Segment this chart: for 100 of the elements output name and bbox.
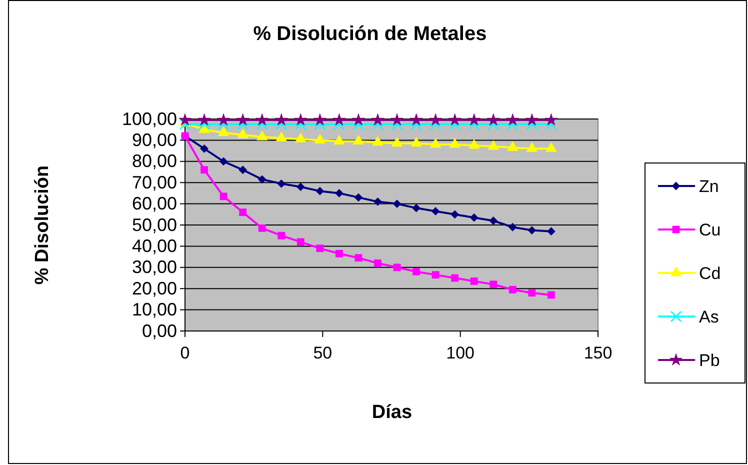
legend-label: Zn — [699, 177, 719, 196]
y-tick-label: 60,00 — [132, 194, 177, 214]
point — [296, 182, 305, 192]
point — [334, 134, 345, 145]
legend-label: Pb — [699, 351, 720, 370]
point — [431, 207, 440, 216]
x-axis-title: Días — [372, 402, 412, 423]
point — [200, 166, 208, 174]
point — [316, 186, 324, 196]
point — [313, 113, 327, 126]
point — [546, 227, 556, 236]
y-tick-label: 90,00 — [132, 130, 177, 150]
point — [526, 142, 538, 152]
point — [274, 113, 288, 126]
x-tick-label: 0 — [180, 344, 190, 363]
legend-label: Cu — [699, 220, 721, 240]
point — [488, 140, 500, 150]
point — [428, 113, 442, 126]
point — [412, 204, 420, 212]
point — [334, 189, 344, 198]
point — [218, 126, 230, 136]
point — [432, 271, 440, 279]
point — [216, 113, 230, 126]
point — [294, 113, 308, 126]
point — [489, 216, 498, 225]
point — [410, 136, 422, 147]
point — [546, 142, 557, 152]
point — [255, 113, 269, 126]
y-tick-label: 40,00 — [132, 236, 177, 256]
point — [392, 200, 402, 208]
point — [239, 208, 247, 216]
y-tick-label: 0,00 — [142, 320, 177, 341]
point — [451, 274, 459, 282]
point — [547, 291, 555, 299]
point — [412, 268, 420, 276]
point — [371, 113, 384, 126]
point — [506, 113, 520, 126]
chart-title: % Disolución de Metales — [253, 23, 487, 45]
point — [490, 280, 498, 288]
point — [508, 222, 517, 232]
y-tick-label: 20,00 — [132, 278, 177, 298]
point — [468, 138, 480, 149]
point — [449, 138, 460, 148]
point — [258, 224, 266, 232]
point — [544, 113, 558, 126]
point — [238, 166, 248, 174]
point — [256, 130, 268, 140]
point — [467, 113, 481, 126]
point — [374, 259, 382, 267]
point — [198, 123, 210, 133]
legend-label: Cd — [699, 264, 721, 283]
point — [372, 136, 384, 146]
point — [448, 113, 462, 126]
point — [314, 134, 326, 144]
y-tick-label: 30,00 — [132, 257, 177, 278]
point — [220, 192, 228, 200]
point — [391, 136, 403, 147]
point — [470, 277, 478, 285]
y-tick-label: 10,00 — [132, 300, 177, 320]
point — [295, 132, 306, 142]
point — [258, 175, 266, 184]
point — [390, 113, 404, 126]
point — [316, 244, 324, 252]
y-tick-label: 50,00 — [132, 214, 177, 235]
point — [335, 250, 343, 258]
point — [410, 113, 423, 126]
point — [450, 210, 460, 219]
legend-label: As — [699, 308, 719, 326]
point — [525, 113, 539, 126]
x-tick-label: 50 — [313, 344, 332, 363]
y-tick-label: 70,00 — [132, 172, 177, 192]
y-axis-title: % Disolución — [32, 165, 53, 285]
point — [178, 113, 192, 126]
point — [393, 264, 401, 272]
point — [507, 141, 518, 151]
point — [354, 254, 362, 262]
point — [528, 226, 536, 234]
point — [200, 144, 208, 153]
point — [430, 138, 442, 148]
point — [296, 238, 304, 246]
x-tick-label: 150 — [584, 344, 612, 363]
point — [219, 157, 228, 166]
y-tick-label: 80,00 — [132, 151, 177, 172]
point — [332, 113, 346, 126]
point — [236, 113, 250, 126]
point — [198, 113, 211, 126]
point — [237, 128, 248, 138]
x-tick-label: 100 — [446, 344, 475, 363]
point — [528, 289, 536, 297]
point — [277, 179, 286, 188]
point — [374, 197, 382, 206]
point — [179, 118, 191, 130]
point — [508, 286, 516, 294]
point — [486, 113, 500, 126]
point — [276, 132, 287, 142]
point — [352, 113, 366, 126]
point — [352, 134, 364, 145]
point — [278, 232, 286, 240]
point — [470, 213, 478, 222]
y-tick-label: 100,00 — [122, 108, 177, 129]
